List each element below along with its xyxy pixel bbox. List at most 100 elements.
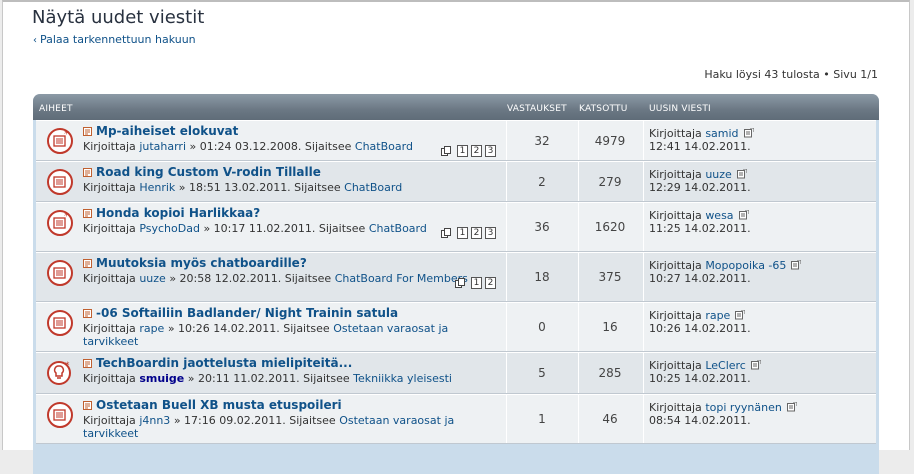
topic-title-link[interactable]: -06 Softailiin Badlander/ Night Trainin … xyxy=(96,306,399,320)
unread-post-icon[interactable] xyxy=(83,401,92,410)
page-link[interactable]: 1 xyxy=(471,277,482,289)
latest-author-link[interactable]: rape xyxy=(705,309,731,322)
latest-time: 10:27 14.02.2011. xyxy=(649,272,751,285)
views-count: 1620 xyxy=(594,220,626,234)
topic-status-icon xyxy=(47,169,73,195)
author-link[interactable]: PsychoDad xyxy=(139,222,200,235)
view-latest-post-icon[interactable] xyxy=(750,360,761,370)
column-divider xyxy=(643,121,644,160)
page-link[interactable]: 2 xyxy=(485,277,496,289)
by-prefix: Kirjoittaja xyxy=(83,322,136,335)
unread-post-icon[interactable] xyxy=(83,209,92,218)
column-divider xyxy=(578,121,579,160)
column-divider xyxy=(643,353,644,393)
by-prefix: Kirjoittaja xyxy=(83,140,136,153)
topic-status-icon xyxy=(47,402,73,428)
latest-author-link[interactable]: LeClerc xyxy=(705,359,746,372)
topic-main: Honda kopioi Harlikkaa? Kirjoittaja Psyc… xyxy=(83,206,496,239)
post-date: » 10:17 11.02.2011. Sijaitsee xyxy=(203,222,366,235)
topic-row: Muutoksia myös chatboardille? Kirjoittaj… xyxy=(36,252,876,302)
column-divider xyxy=(578,203,579,251)
views-count: 4979 xyxy=(594,134,626,148)
by-prefix: Kirjoittaja xyxy=(83,272,136,285)
latest-time: 12:41 14.02.2011. xyxy=(649,140,751,153)
forum-link[interactable]: ChatBoard xyxy=(354,140,413,153)
replies-count: 1 xyxy=(538,412,546,426)
view-latest-post-icon[interactable] xyxy=(743,128,754,138)
topic-title-link[interactable]: TechBoardin jaottelusta mielipiteitä... xyxy=(96,356,353,370)
unread-post-icon[interactable] xyxy=(83,359,92,368)
back-to-search-link[interactable]: ‹ Palaa tarkennettuun hakuun xyxy=(33,33,196,46)
back-link-label: Palaa tarkennettuun hakuun xyxy=(40,33,196,46)
topic-title-link[interactable]: Road king Custom V-rodin Tillalle xyxy=(96,165,321,179)
topic-title-link[interactable]: Muutoksia myös chatboardille? xyxy=(96,256,307,270)
topic-title-link[interactable]: Mp-aiheiset elokuvat xyxy=(96,124,239,138)
page-link[interactable]: 2 xyxy=(471,227,482,239)
author-link[interactable]: rape xyxy=(139,322,165,335)
column-divider xyxy=(578,253,579,301)
page-link[interactable]: 1 xyxy=(457,145,468,157)
column-divider xyxy=(643,303,644,351)
topic-status-icon: * xyxy=(47,360,73,386)
page-link[interactable]: 2 xyxy=(471,145,482,157)
latest-time: 08:54 14.02.2011. xyxy=(649,414,751,427)
latest-prefix: Kirjoittaja xyxy=(649,168,702,181)
unread-post-icon[interactable] xyxy=(83,168,92,177)
forum-link[interactable]: ChatBoard xyxy=(344,181,403,194)
view-latest-post-icon[interactable] xyxy=(786,402,797,412)
page-link[interactable]: 1 xyxy=(457,227,468,239)
forum-link[interactable]: Tekniikka yleisesti xyxy=(353,372,452,385)
latest-time: 11:25 14.02.2011. xyxy=(649,222,751,235)
page-link[interactable]: 3 xyxy=(485,145,496,157)
author-link[interactable]: jutaharri xyxy=(139,140,187,153)
latest-time: 12:29 14.02.2011. xyxy=(649,181,751,194)
post-date: » 17:16 09.02.2011. Sijaitsee xyxy=(173,414,336,427)
author-link[interactable]: j4nn3 xyxy=(139,414,171,427)
view-latest-post-icon[interactable] xyxy=(738,210,749,220)
latest-time: 10:25 14.02.2011. xyxy=(649,372,751,385)
topic-main: -06 Softailiin Badlander/ Night Trainin … xyxy=(83,306,493,348)
forum-link[interactable]: Ostetaan varaosat ja tarvikkeet xyxy=(83,414,455,440)
topic-byline: Kirjoittaja PsychoDad » 10:17 11.02.2011… xyxy=(83,222,493,235)
view-latest-post-icon[interactable] xyxy=(735,310,746,320)
topic-byline: Kirjoittaja jutaharri » 01:24 03.12.2008… xyxy=(83,140,493,153)
unread-post-icon[interactable] xyxy=(83,309,92,318)
view-latest-post-icon[interactable] xyxy=(736,169,747,179)
forum-link[interactable]: ChatBoard xyxy=(368,222,427,235)
views-count: 285 xyxy=(598,366,622,380)
topic-title-link[interactable]: Ostetaan Buell XB musta etuspoileri xyxy=(96,398,342,412)
views-count: 375 xyxy=(598,270,622,284)
search-result-info: Haku löysi 43 tulosta • Sivu 1/1 xyxy=(704,68,878,81)
col-header-topics: AIHEET xyxy=(39,104,73,114)
forum-link[interactable]: Ostetaan varaosat ja tarvikkeet xyxy=(83,322,449,348)
replies-count: 2 xyxy=(538,175,546,189)
topic-main: Muutoksia myös chatboardille? Kirjoittaj… xyxy=(83,256,496,289)
latest-author-link[interactable]: wesa xyxy=(705,209,734,222)
topic-title-link[interactable]: Honda kopioi Harlikkaa? xyxy=(96,206,261,220)
forum-link[interactable]: ChatBoard For Members xyxy=(334,272,468,285)
latest-author-link[interactable]: Mopopoika -65 xyxy=(705,259,787,272)
column-divider xyxy=(506,303,507,351)
post-date: » 10:26 14.02.2011. Sijaitsee xyxy=(167,322,330,335)
unread-post-icon[interactable] xyxy=(83,259,92,268)
page-link[interactable]: 3 xyxy=(485,227,496,239)
topic-main: TechBoardin jaottelusta mielipiteitä... … xyxy=(83,356,493,385)
latest-time: 10:26 14.02.2011. xyxy=(649,322,751,335)
view-latest-post-icon[interactable] xyxy=(791,260,802,270)
topic-row: * Mp-aiheiset elokuvat Kirjoittaja jutah… xyxy=(36,120,876,161)
column-divider xyxy=(578,303,579,351)
author-link[interactable]: Henrik xyxy=(139,181,176,194)
unread-post-icon[interactable] xyxy=(83,127,92,136)
latest-author-link[interactable]: uuze xyxy=(705,168,732,181)
topic-row: * TechBoardin jaottelusta mielipiteitä..… xyxy=(36,352,876,394)
latest-post: Kirjoittaja rape 10:26 14.02.2011. xyxy=(649,309,751,335)
author-link[interactable]: uuze xyxy=(139,272,166,285)
col-header-views: KATSOTTU xyxy=(579,104,628,114)
post-date: » 01:24 03.12.2008. Sijaitsee xyxy=(189,140,352,153)
latest-author-link[interactable]: samid xyxy=(705,127,739,140)
author-link[interactable]: smuige xyxy=(139,372,185,385)
latest-author-link[interactable]: topi ryynänen xyxy=(705,401,782,414)
